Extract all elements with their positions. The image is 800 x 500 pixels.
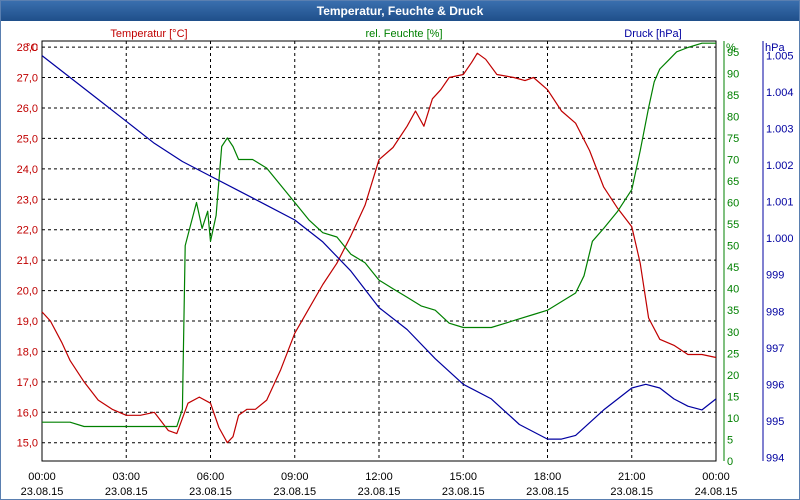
x-tick-time: 06:00 <box>197 471 225 483</box>
humidity-tick-label: 85 <box>727 90 739 102</box>
temperature-tick-label: 19,0 <box>17 316 38 328</box>
x-tick-time: 09:00 <box>281 471 309 483</box>
temperature-series-line <box>41 52 717 444</box>
temperature-tick-label: 25,0 <box>17 133 38 145</box>
temperature-tick-label: 21,0 <box>17 255 38 267</box>
window-title: Temperatur, Feuchte & Druck <box>1 1 799 21</box>
x-tick-time: 18:00 <box>534 471 562 483</box>
temperature-tick-label: 28,0 <box>17 42 38 54</box>
pressure-tick-label: 1.002 <box>766 160 794 172</box>
humidity-tick-label: 70 <box>727 154 739 166</box>
x-tick-time: 03:00 <box>112 471 140 483</box>
x-tick-date: 23.08.15 <box>526 486 569 498</box>
humidity-tick-label: 30 <box>727 327 739 339</box>
pressure-series-line <box>41 55 717 440</box>
pressure-tick-label: 994 <box>766 452 784 464</box>
x-tick-date: 23.08.15 <box>105 486 148 498</box>
x-tick-date: 23.08.15 <box>21 486 64 498</box>
humidity-axis-unit: % <box>726 42 736 54</box>
humidity-tick-label: 0 <box>727 456 733 468</box>
pressure-tick-label: 999 <box>766 270 784 282</box>
x-tick-time: 12:00 <box>365 471 393 483</box>
temperature-tick-label: 27,0 <box>17 73 38 85</box>
humidity-tick-label: 25 <box>727 348 739 360</box>
x-tick-time: 00:00 <box>702 471 730 483</box>
x-tick-date: 23.08.15 <box>189 486 232 498</box>
x-tick-time: 21:00 <box>618 471 646 483</box>
x-tick-date: 23.08.15 <box>442 486 485 498</box>
temperature-tick-label: 22,0 <box>17 225 38 237</box>
temperature-axis-unit: °C <box>26 42 38 54</box>
x-tick-date: 23.08.15 <box>610 486 653 498</box>
temperature-tick-label: 16,0 <box>17 407 38 419</box>
pressure-tick-label: 1.005 <box>766 51 794 63</box>
pressure-tick-label: 998 <box>766 306 784 318</box>
temperature-tick-label: 23,0 <box>17 194 38 206</box>
pressure-tick-label: 1.000 <box>766 233 794 245</box>
humidity-tick-label: 10 <box>727 413 739 425</box>
temperature-tick-label: 20,0 <box>17 286 38 298</box>
x-tick-time: 15:00 <box>449 471 477 483</box>
humidity-tick-label: 45 <box>727 262 739 274</box>
x-tick-time: 00:00 <box>28 471 56 483</box>
pressure-tick-label: 997 <box>766 343 784 355</box>
pressure-tick-label: 996 <box>766 379 784 391</box>
humidity-tick-label: 15 <box>727 391 739 403</box>
humidity-tick-label: 60 <box>727 198 739 210</box>
temperature-tick-label: 18,0 <box>17 346 38 358</box>
humidity-tick-label: 5 <box>727 434 733 446</box>
temperature-axis-label: Temperatur [°C] <box>110 28 187 40</box>
pressure-tick-label: 995 <box>766 416 784 428</box>
humidity-tick-label: 40 <box>727 284 739 296</box>
humidity-tick-label: 80 <box>727 111 739 123</box>
pressure-tick-label: 1.003 <box>766 124 794 136</box>
x-tick-date: 24.08.15 <box>695 486 738 498</box>
humidity-tick-label: 50 <box>727 241 739 253</box>
x-tick-date: 23.08.15 <box>273 486 316 498</box>
humidity-tick-label: 20 <box>727 370 739 382</box>
humidity-tick-label: 55 <box>727 219 739 231</box>
temperature-tick-label: 15,0 <box>17 438 38 450</box>
humidity-series-line <box>42 42 716 428</box>
temperature-tick-label: 17,0 <box>17 377 38 389</box>
humidity-tick-label: 95 <box>727 47 739 59</box>
pressure-tick-label: 1.004 <box>766 87 794 99</box>
humidity-tick-label: 75 <box>727 133 739 145</box>
humidity-tick-label: 35 <box>727 305 739 317</box>
humidity-tick-label: 65 <box>727 176 739 188</box>
pressure-axis-unit: hPa <box>765 42 785 54</box>
x-tick-date: 23.08.15 <box>358 486 401 498</box>
pressure-tick-label: 1.001 <box>766 197 794 209</box>
humidity-tick-label: 90 <box>727 68 739 80</box>
pressure-axis-label: Druck [hPa] <box>624 28 681 40</box>
temperature-tick-label: 24,0 <box>17 164 38 176</box>
humidity-axis-label: rel. Feuchte [%] <box>365 28 442 40</box>
temperature-tick-label: 26,0 <box>17 103 38 115</box>
